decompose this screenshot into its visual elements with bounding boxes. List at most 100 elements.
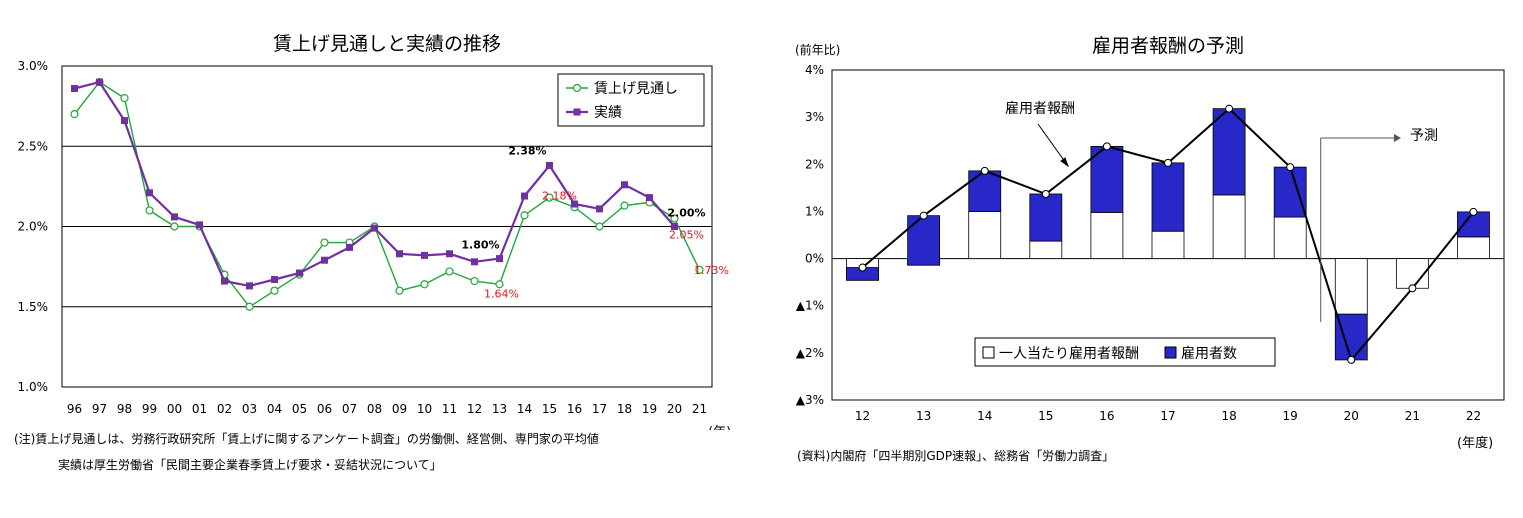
chart2-total-point — [919, 211, 928, 220]
chart2-xtick-label: 13 — [916, 409, 931, 423]
chart1-point-mitooshi — [320, 238, 329, 247]
chart1-point-jisseki — [296, 269, 303, 277]
chart1-point-mitooshi — [670, 214, 679, 223]
chart1-xtick-label: 09 — [392, 402, 407, 416]
chart2-xtick-label: 18 — [1221, 409, 1236, 423]
chart2-yaxis-label: (前年比) — [795, 42, 840, 57]
chart2-ytick-label: ▲3% — [796, 393, 824, 407]
chart1-xaxis-label: (年) — [708, 425, 731, 430]
chart1-xtick-label: 08 — [367, 402, 382, 416]
chart2-annotation-arrowhead — [1060, 157, 1070, 168]
chart1-point-jisseki — [371, 224, 378, 232]
chart2-legend — [974, 337, 1276, 367]
chart2-title: 雇用者報酬の予測 — [1092, 35, 1244, 57]
chart1-plot-border — [61, 65, 713, 388]
chart1-point-jisseki — [496, 255, 503, 263]
chart2-ytick-label: 0% — [805, 252, 824, 266]
chart1-point-mitooshi — [695, 265, 704, 274]
chart2-bar-per-capita — [968, 211, 1002, 259]
chart1-xtick-label: 18 — [617, 402, 632, 416]
chart1-xtick-label: 05 — [292, 402, 307, 416]
chart1-xtick-label: 11 — [442, 402, 457, 416]
chart1-point-jisseki — [171, 213, 178, 221]
chart1-point-mitooshi — [470, 276, 479, 286]
chart1-point-jisseki — [546, 162, 553, 170]
chart1-ytick-label: 2.5% — [18, 139, 49, 153]
right-source-note: (資料)内閣府「四半期別GDP速報」、総務省「労働力調査」 — [797, 449, 1115, 463]
chart2-legend-swatch — [982, 346, 995, 359]
chart2-ytick-label: 1% — [805, 204, 824, 218]
chart1-legend — [557, 73, 705, 127]
chart1-legend-marker — [572, 83, 582, 93]
chart2-xaxis-label: (年度) — [1457, 435, 1493, 451]
chart2-bar-employees — [1212, 108, 1246, 196]
chart1-point-mitooshi — [170, 222, 179, 231]
chart1-point-mitooshi — [120, 93, 129, 103]
chart2-ytick-label: 3% — [805, 110, 824, 124]
chart2-bar-employees — [968, 170, 1002, 212]
chart1-legend-marker — [573, 108, 581, 116]
chart1-point-jisseki — [421, 251, 428, 259]
chart2-xtick-label: 15 — [1038, 409, 1053, 423]
chart1-data-label: 2.05% — [669, 228, 704, 241]
chart2-xtick-label: 19 — [1283, 409, 1298, 423]
chart1-xtick-label: 96 — [67, 402, 82, 416]
chart1-point-mitooshi — [395, 286, 404, 295]
chart1-point-jisseki — [596, 205, 603, 213]
chart1-legend-label: 実績 — [594, 105, 622, 121]
chart1-point-jisseki — [221, 277, 228, 285]
chart1-data-label: 1.64% — [484, 287, 519, 300]
chart1-xtick-label: 12 — [467, 402, 482, 416]
chart1-point-mitooshi — [595, 222, 604, 231]
chart2-forecast-arrowhead — [1394, 134, 1401, 142]
chart2-bar-per-capita — [1212, 194, 1246, 259]
chart2-total-point — [1225, 104, 1234, 113]
chart2-total-point — [1102, 142, 1111, 151]
chart2-total-point — [858, 263, 867, 272]
chart1-xtick-label: 20 — [667, 402, 682, 416]
chart1-point-jisseki — [321, 256, 328, 264]
chart1-data-label: 1.73% — [694, 264, 729, 277]
chart1-ytick-label: 3.0% — [18, 59, 49, 73]
chart1-xtick-label: 03 — [242, 402, 257, 416]
chart1-data-label: 2.18% — [542, 190, 577, 203]
chart2-bar-employees — [1273, 166, 1307, 218]
chart2-xtick-label: 17 — [1160, 409, 1175, 423]
employee-compensation-bar-chart: 雇用者報酬の予測 (前年比) 4% 3% 2% 1% 0% ▲1% ▲2% ▲3% 12 13 14 15… — [795, 35, 1505, 451]
chart2-legend-swatch — [1164, 346, 1177, 359]
chart1-xtick-label: 16 — [567, 402, 582, 416]
chart2-bar-per-capita — [1334, 258, 1368, 315]
chart1-point-mitooshi — [520, 211, 529, 220]
chart2-ytick-label: 2% — [805, 157, 824, 171]
chart1-xtick-label: 99 — [142, 402, 157, 416]
chart1-point-jisseki — [571, 200, 578, 208]
chart2-total-point — [1041, 189, 1050, 198]
chart2-xtick-label: 21 — [1405, 409, 1420, 423]
chart2-total-point — [1164, 158, 1172, 167]
chart1-point-mitooshi — [270, 286, 279, 295]
chart1-ytick-label: 1.5% — [18, 300, 49, 314]
chart1-point-jisseki — [621, 181, 628, 189]
chart1-data-label: 2.00% — [667, 207, 705, 220]
chart2-total-point — [980, 166, 989, 175]
chart2-legend-label: 雇用者数 — [1181, 345, 1237, 362]
chart2-total-point — [1286, 163, 1295, 172]
chart1-data-label: 2.38% — [508, 145, 546, 158]
chart1-xtick-label: 04 — [267, 402, 282, 416]
wage-forecast-line-chart: 賃上げ見通しと実績の推移 3.0% 2.5% 2.0% 1.5% 1.0% 96 97 98 99… — [18, 33, 732, 430]
chart2-bar-employees — [907, 215, 941, 266]
chart1-point-mitooshi — [245, 302, 254, 311]
chart2-bar-employees — [1029, 193, 1063, 242]
chart2-xtick-label: 22 — [1466, 409, 1481, 423]
chart2-bar-employees — [1334, 313, 1368, 361]
chart1-xtick-label: 10 — [417, 402, 432, 416]
chart1-xtick-label: 02 — [217, 402, 232, 416]
chart1-xtick-label: 17 — [592, 402, 607, 416]
chart1-point-mitooshi — [495, 280, 504, 289]
chart1-point-jisseki — [246, 282, 253, 290]
chart1-xtick-label: 15 — [542, 402, 557, 416]
chart1-point-jisseki — [671, 223, 678, 230]
left-note-line1: (注)賃上げ見通しは、労務行政研究所「賃上げに関するアンケート調査」の労働側、経… — [14, 432, 599, 446]
chart2-bar-per-capita — [1457, 236, 1490, 259]
chart1-title: 賃上げ見通しと実績の推移 — [273, 33, 501, 55]
